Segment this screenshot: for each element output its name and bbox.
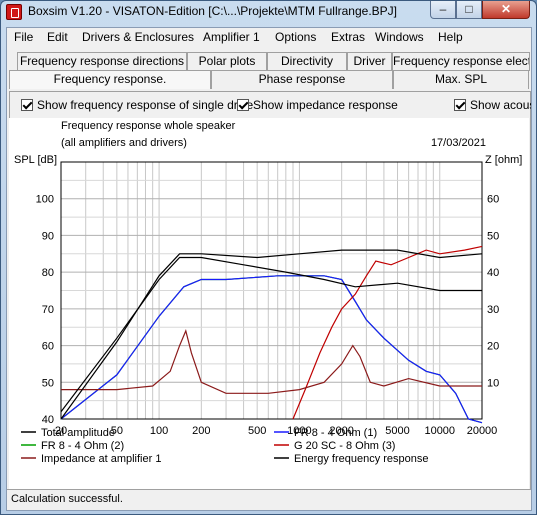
y-right-tick-label: 20 <box>487 341 499 353</box>
y-left-tick-label: 60 <box>42 341 54 353</box>
tab-driver[interactable]: Driver <box>347 52 392 71</box>
x-tick-label: 5000 <box>385 425 409 437</box>
checkbox-box[interactable] <box>454 99 466 111</box>
checkbox-label: Show impedance response <box>253 98 398 112</box>
x-tick-label: 200 <box>192 425 210 437</box>
checkbox-box[interactable] <box>237 99 249 111</box>
close-button[interactable]: ✕ <box>482 1 530 19</box>
maximize-button[interactable]: □ <box>456 1 482 19</box>
series-line-impedance-at-amplifier-1 <box>61 329 482 394</box>
tab-max-spl[interactable]: Max. SPL <box>393 70 529 89</box>
tab-directivity[interactable]: Directivity <box>267 52 347 71</box>
window-title: Boxsim V1.20 - VISATON-Edition [C:\...\P… <box>28 4 398 18</box>
x-tick-label: 50 <box>111 425 123 437</box>
x-tick-label: 2000 <box>329 425 353 437</box>
title-bar[interactable]: Boxsim V1.20 - VISATON-Edition [C:\...\P… <box>1 1 536 23</box>
chart-lines <box>60 245 483 424</box>
legend-label: Impedance at amplifier 1 <box>41 453 161 465</box>
x-tick-label: 20000 <box>467 425 498 437</box>
y-left-tick-label: 90 <box>42 230 54 242</box>
y-axis-right-label: Z [ohm] <box>485 154 522 166</box>
tab-frequency-response-electrical[interactable]: Frequency response electr.. <box>392 52 530 71</box>
y-left-tick-label: 100 <box>36 194 54 206</box>
tab-frequency-response[interactable]: Frequency response. <box>9 70 211 89</box>
chart-ticks: 20 50 100 200 500 1000 2000 5000 10000 20000 40 50 6… <box>36 194 500 437</box>
legend-label: Total amplitude <box>41 427 115 439</box>
chart-title: Frequency response whole speaker <box>61 120 236 132</box>
checkbox-box[interactable] <box>21 99 33 111</box>
tab-phase-response[interactable]: Phase response <box>211 70 393 89</box>
x-tick-label: 500 <box>248 425 266 437</box>
client-area: File Edit Drivers & Enclosures Amplifier… <box>6 27 532 511</box>
legend-label: FR 8 - 4 Ohm (1) <box>294 427 377 439</box>
tab-polar-plots[interactable]: Polar plots <box>187 52 267 71</box>
series-line-fr-8-4-ohm-1 <box>60 275 483 424</box>
y-left-tick-label: 50 <box>42 377 54 389</box>
x-tick-label: 1000 <box>287 425 311 437</box>
menu-edit[interactable]: Edit <box>47 30 68 44</box>
x-tick-label: 20 <box>55 425 67 437</box>
status-text: Calculation successful. <box>11 493 123 505</box>
checkbox-impedance[interactable]: Show impedance response <box>237 98 398 112</box>
legend-label: FR 8 - 4 Ohm (2) <box>41 440 124 452</box>
tab-frequency-response-directions[interactable]: Frequency response directions <box>17 52 187 71</box>
y-right-tick-label: 40 <box>487 267 499 279</box>
y-right-tick-label: 30 <box>487 304 499 316</box>
y-left-tick-label: 40 <box>42 414 54 426</box>
checkbox-acoustic[interactable]: Show acous <box>454 98 531 112</box>
chart-legend: Total amplitude FR 8 - 4 Ohm (1) FR 8 - 4 … <box>21 427 429 465</box>
legend-label: G 20 SC - 8 Ohm (3) <box>294 440 395 452</box>
checkbox-label: Show frequency response of single drive <box>37 98 254 112</box>
frequency-response-chart: Frequency response whole speaker (all am… <box>14 120 522 465</box>
menu-options[interactable]: Options <box>275 30 317 44</box>
chart-date: 17/03/2021 <box>431 137 486 149</box>
chart-panel: Frequency response whole speaker (all am… <box>9 118 529 496</box>
chart-grid <box>60 161 483 420</box>
series-line-g-20-sc-8-ohm-3 <box>292 245 483 420</box>
menu-file[interactable]: File <box>14 30 34 44</box>
menu-windows[interactable]: Windows <box>375 30 424 44</box>
menu-extras[interactable]: Extras <box>331 30 366 44</box>
legend-label: Energy frequency response <box>294 453 429 465</box>
x-tick-label: 10000 <box>424 425 455 437</box>
y-left-tick-label: 70 <box>42 304 54 316</box>
checkbox-label: Show acous <box>470 98 531 112</box>
status-bar: Calculation successful. <box>7 489 531 510</box>
chart-subtitle: (all amplifiers and drivers) <box>61 137 187 149</box>
y-right-tick-label: 50 <box>487 230 499 242</box>
y-right-tick-label: 60 <box>487 194 499 206</box>
menu-bar: File Edit Drivers & Enclosures Amplifier… <box>7 28 531 47</box>
checkbox-single-drive[interactable]: Show frequency response of single drive <box>21 98 253 112</box>
menu-drivers-enclosures[interactable]: Drivers & Enclosures <box>82 30 195 44</box>
app-icon <box>6 4 22 20</box>
series-line-energy-frequency-response <box>60 249 483 420</box>
series-line-total-amplitude <box>60 256 482 413</box>
y-right-tick-label: 10 <box>487 377 499 389</box>
minimize-button[interactable]: – <box>430 1 456 19</box>
y-axis-left-label: SPL [dB] <box>14 154 57 166</box>
y-left-tick-label: 80 <box>42 267 54 279</box>
x-tick-label: 100 <box>150 425 168 437</box>
menu-amplifier[interactable]: Amplifier 1 <box>203 30 260 44</box>
menu-help[interactable]: Help <box>438 30 463 44</box>
